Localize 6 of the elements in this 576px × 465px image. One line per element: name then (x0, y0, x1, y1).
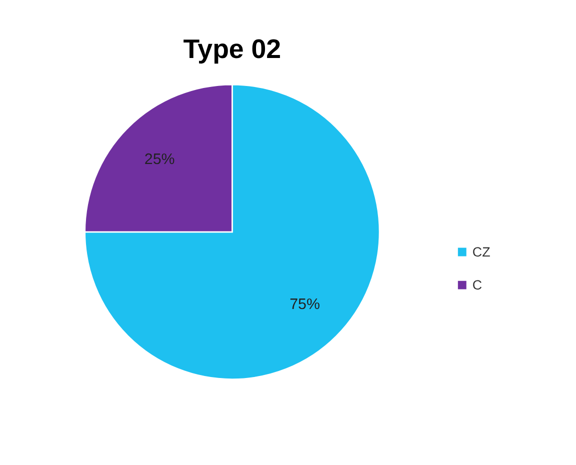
data-label: 25% (144, 150, 175, 168)
pie-slice (84, 84, 380, 380)
legend-label: C (472, 278, 482, 293)
data-label: 75% (290, 296, 320, 313)
chart-title: Type 02 (183, 34, 282, 64)
legend-label: CZ (472, 244, 490, 260)
